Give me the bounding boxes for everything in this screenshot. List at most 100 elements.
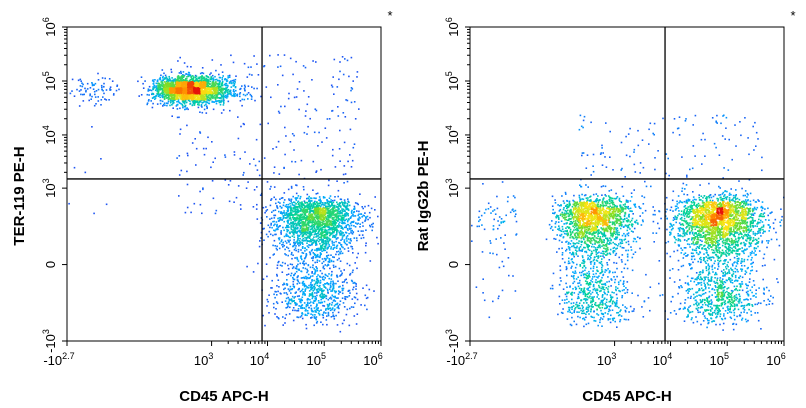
event-dot — [224, 82, 227, 85]
event-dot — [149, 89, 151, 91]
event-dot — [247, 98, 249, 100]
event-dot — [322, 314, 324, 317]
event-dot — [178, 83, 180, 85]
event-dot — [320, 249, 322, 251]
event-dot — [301, 204, 304, 206]
event-dot — [221, 84, 224, 87]
event-dot — [203, 153, 206, 156]
event-dot — [336, 225, 339, 227]
event-dot — [345, 206, 348, 209]
event-dot — [356, 256, 358, 259]
event-dot — [315, 280, 318, 283]
event-dot — [163, 93, 166, 95]
event-dot — [230, 82, 233, 84]
event-dot — [247, 181, 249, 183]
event-dot — [331, 308, 333, 311]
event-dot — [167, 98, 170, 101]
event-dot — [259, 123, 262, 126]
event-dot — [182, 88, 184, 91]
event-dot — [177, 99, 180, 101]
event-dot — [146, 93, 149, 96]
event-dot — [324, 259, 327, 262]
event-dot — [304, 232, 307, 234]
event-dot — [169, 79, 171, 81]
event-dot — [346, 262, 349, 265]
event-dot — [200, 80, 203, 82]
event-dot — [172, 96, 175, 99]
event-dot — [274, 233, 276, 236]
event-dot — [330, 316, 333, 318]
event-dot — [327, 220, 329, 223]
event-dot — [323, 247, 325, 250]
event-dot — [302, 267, 304, 269]
event-dot — [317, 209, 319, 211]
event-dot — [305, 253, 308, 255]
event-dot — [305, 219, 307, 221]
event-dot — [322, 284, 325, 286]
event-dot — [152, 83, 155, 85]
event-dot — [314, 230, 317, 232]
event-dot — [328, 261, 331, 263]
event-dot — [273, 186, 276, 188]
event-dot — [362, 287, 364, 289]
event-dot — [341, 234, 343, 236]
event-dot — [263, 239, 265, 241]
event-dot — [337, 230, 339, 232]
event-dot — [310, 317, 312, 319]
event-dot — [185, 73, 187, 75]
event-dot — [297, 200, 300, 203]
event-dot — [293, 286, 295, 289]
event-dot — [319, 279, 322, 282]
event-dot — [332, 236, 334, 238]
event-dot — [326, 275, 329, 277]
event-dot — [170, 93, 172, 95]
event-dot — [313, 202, 315, 204]
event-dot — [290, 198, 292, 201]
event-dot — [203, 99, 206, 101]
event-dot — [146, 102, 149, 104]
event-dot — [326, 315, 328, 317]
event-dot — [333, 204, 336, 207]
event-dot — [112, 94, 115, 96]
event-dot — [283, 235, 286, 238]
event-dot — [322, 234, 325, 237]
event-dot — [303, 239, 306, 242]
event-dot — [333, 217, 335, 219]
event-dot — [321, 221, 324, 224]
event-dot — [317, 235, 320, 237]
event-dot — [269, 54, 271, 57]
event-dot — [301, 304, 304, 306]
event-dot — [298, 210, 300, 212]
event-dot — [321, 243, 324, 246]
event-dot — [353, 211, 355, 214]
event-dot — [296, 257, 298, 260]
event-dot — [345, 296, 347, 298]
event-dot — [315, 197, 317, 200]
event-dot — [295, 268, 298, 270]
event-dot — [316, 201, 318, 203]
event-dot — [286, 306, 289, 309]
event-dot — [225, 87, 227, 89]
event-dot — [233, 80, 235, 83]
event-dot — [282, 204, 285, 207]
event-dot — [294, 243, 296, 246]
event-dot — [158, 83, 161, 86]
event-dot — [324, 245, 327, 248]
event-dot — [285, 292, 288, 294]
event-dot — [186, 78, 188, 80]
event-dot — [371, 223, 373, 226]
event-dot — [161, 95, 163, 97]
event-dot — [203, 104, 206, 107]
event-dot — [147, 100, 150, 102]
event-dot — [158, 84, 161, 87]
event-dot — [281, 271, 284, 273]
event-dot — [286, 284, 288, 286]
event-dot — [207, 76, 209, 78]
event-dot — [169, 83, 172, 85]
event-dot — [315, 61, 317, 63]
event-dot — [308, 277, 310, 280]
event-dot — [203, 78, 205, 81]
event-dot — [341, 56, 344, 58]
event-dot — [327, 305, 329, 307]
event-dot — [291, 267, 294, 270]
